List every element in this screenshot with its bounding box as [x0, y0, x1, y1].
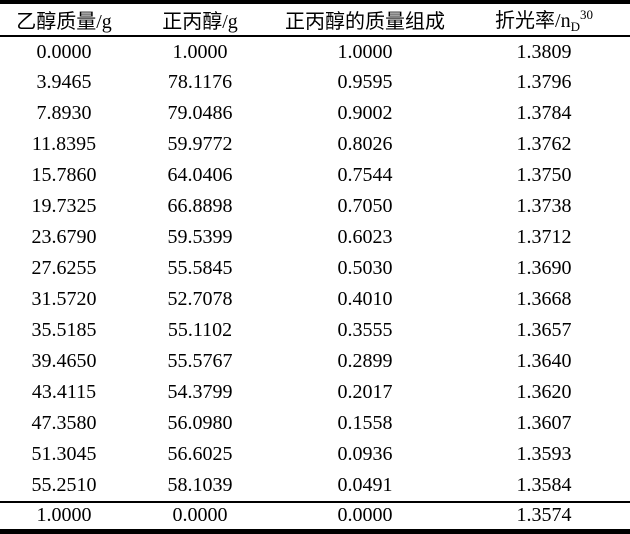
table-cell: 1.3657: [516, 319, 572, 342]
table-body: 0.0000 1.0000 1.0000 1.3809 3.9465 78.1176 0.9…: [0, 36, 630, 502]
table-cell: 0.1558: [337, 412, 393, 435]
table-cell: 0.0491: [337, 473, 393, 496]
table-cell: 1.3712: [516, 226, 572, 249]
table-row: 31.5720 52.7078 0.4010 1.3668: [0, 284, 630, 315]
table-header-row: 乙醇质量/g 正丙醇/g 正丙醇的质量组成 折光率/nD30: [0, 2, 630, 36]
table-cell: 0.9002: [337, 102, 393, 125]
table-cell: 1.3784: [516, 102, 572, 125]
table-cell: 1.3750: [516, 164, 572, 187]
table-row: 51.3045 56.6025 0.0936 1.3593: [0, 439, 630, 470]
table-cell: 1.3607: [516, 412, 572, 435]
table-cell: 56.0980: [167, 412, 233, 435]
table-cell: 0.0000: [36, 40, 92, 63]
column-header-propanol-mass: 正丙醇/g: [162, 11, 238, 33]
table-cell: 55.5845: [167, 257, 233, 280]
table-cell: 39.4650: [31, 350, 97, 373]
table-row: 15.7860 64.0406 0.7544 1.3750: [0, 160, 630, 191]
table-cell: 66.8898: [167, 195, 233, 218]
table-cell: 47.3580: [31, 412, 97, 435]
table-cell: 1.0000: [36, 504, 92, 527]
table-cell: 0.7050: [337, 195, 393, 218]
table-cell: 15.7860: [31, 164, 97, 187]
table-cell: 1.3668: [516, 288, 572, 311]
table-cell: 3.9465: [36, 71, 92, 94]
table-cell: 1.3620: [516, 381, 572, 404]
table-cell: 1.3738: [516, 195, 572, 218]
table-cell: 1.3690: [516, 257, 572, 280]
table-cell: 0.6023: [337, 226, 393, 249]
table-row: 35.5185 55.1102 0.3555 1.3657: [0, 315, 630, 346]
table-cell: 0.8026: [337, 133, 393, 156]
table-header: 乙醇质量/g 正丙醇/g 正丙醇的质量组成 折光率/nD30: [0, 2, 630, 36]
table-row: 43.4115 54.3799 0.2017 1.3620: [0, 377, 630, 408]
table-row: 7.8930 79.0486 0.9002 1.3784: [0, 98, 630, 129]
table-row: 55.2510 58.1039 0.0491 1.3584: [0, 470, 630, 501]
table-footer-row: 1.0000 0.0000 0.0000 1.3574: [0, 501, 630, 532]
table-cell: 58.1039: [167, 473, 233, 496]
table-cell: 55.2510: [31, 473, 97, 496]
table-cell: 0.2017: [337, 381, 393, 404]
table-cell: 0.3555: [337, 319, 393, 342]
table-cell: 78.1176: [167, 71, 233, 94]
table-cell: 59.5399: [167, 226, 233, 249]
table-row: 47.3580 56.0980 0.1558 1.3607: [0, 408, 630, 439]
table-cell: 1.3574: [516, 504, 572, 527]
table-row: 39.4650 55.5767 0.2899 1.3640: [0, 346, 630, 377]
table-cell: 23.6790: [31, 226, 97, 249]
table-cell: 19.7325: [31, 195, 97, 218]
table-cell: 11.8395: [31, 133, 97, 156]
table-cell: 59.9772: [167, 133, 233, 156]
table-cell: 0.4010: [337, 288, 393, 311]
table-cell: 56.6025: [167, 443, 233, 466]
table-cell: 52.7078: [167, 288, 233, 311]
table-row: 11.8395 59.9772 0.8026 1.3762: [0, 129, 630, 160]
table-cell: 7.8930: [36, 102, 92, 125]
table-cell: 0.7544: [337, 164, 393, 187]
table-cell: 1.0000: [172, 40, 228, 63]
column-header-ethanol-mass: 乙醇质量/g: [16, 11, 112, 33]
table-row: 3.9465 78.1176 0.9595 1.3796: [0, 67, 630, 98]
column-header-propanol-mass-fraction: 正丙醇的质量组成: [285, 11, 445, 33]
table-cell: 0.0000: [172, 504, 228, 527]
table-row: 23.6790 59.5399 0.6023 1.3712: [0, 222, 630, 253]
table-cell: 1.0000: [337, 40, 393, 63]
refractive-index-label-base: 折光率/n: [495, 10, 571, 32]
table-cell: 55.5767: [167, 350, 233, 373]
table-cell: 1.3584: [516, 473, 572, 496]
table-cell: 1.3762: [516, 133, 572, 156]
table-cell: 43.4115: [31, 381, 97, 404]
table-cell: 0.2899: [337, 350, 393, 373]
table-cell: 0.5030: [337, 257, 393, 280]
table-cell: 79.0486: [167, 102, 233, 125]
table-row: 19.7325 66.8898 0.7050 1.3738: [0, 191, 630, 222]
refractive-index-label-superscript: 30: [579, 7, 593, 22]
table-cell: 0.0000: [337, 504, 393, 527]
refractive-index-label-subscript: D: [570, 19, 580, 34]
table-cell: 64.0406: [167, 164, 233, 187]
table-row: 27.6255 55.5845 0.5030 1.3690: [0, 253, 630, 284]
table-row: 0.0000 1.0000 1.0000 1.3809: [0, 36, 630, 67]
table-cell: 27.6255: [31, 257, 97, 280]
column-header-refractive-index: 折光率/nD30: [458, 2, 630, 36]
table-cell: 0.9595: [337, 71, 393, 94]
table-cell: 55.1102: [167, 319, 233, 342]
table-cell: 1.3796: [516, 71, 572, 94]
table-cell: 51.3045: [31, 443, 97, 466]
table-cell: 54.3799: [167, 381, 233, 404]
table-cell: 1.3593: [516, 443, 572, 466]
table-cell: 35.5185: [31, 319, 97, 342]
table-footer: 1.0000 0.0000 0.0000 1.3574: [0, 501, 630, 532]
table-cell: 31.5720: [31, 288, 97, 311]
table-cell: 1.3640: [516, 350, 572, 373]
table-cell: 0.0936: [337, 443, 393, 466]
table-cell: 1.3809: [516, 40, 572, 63]
